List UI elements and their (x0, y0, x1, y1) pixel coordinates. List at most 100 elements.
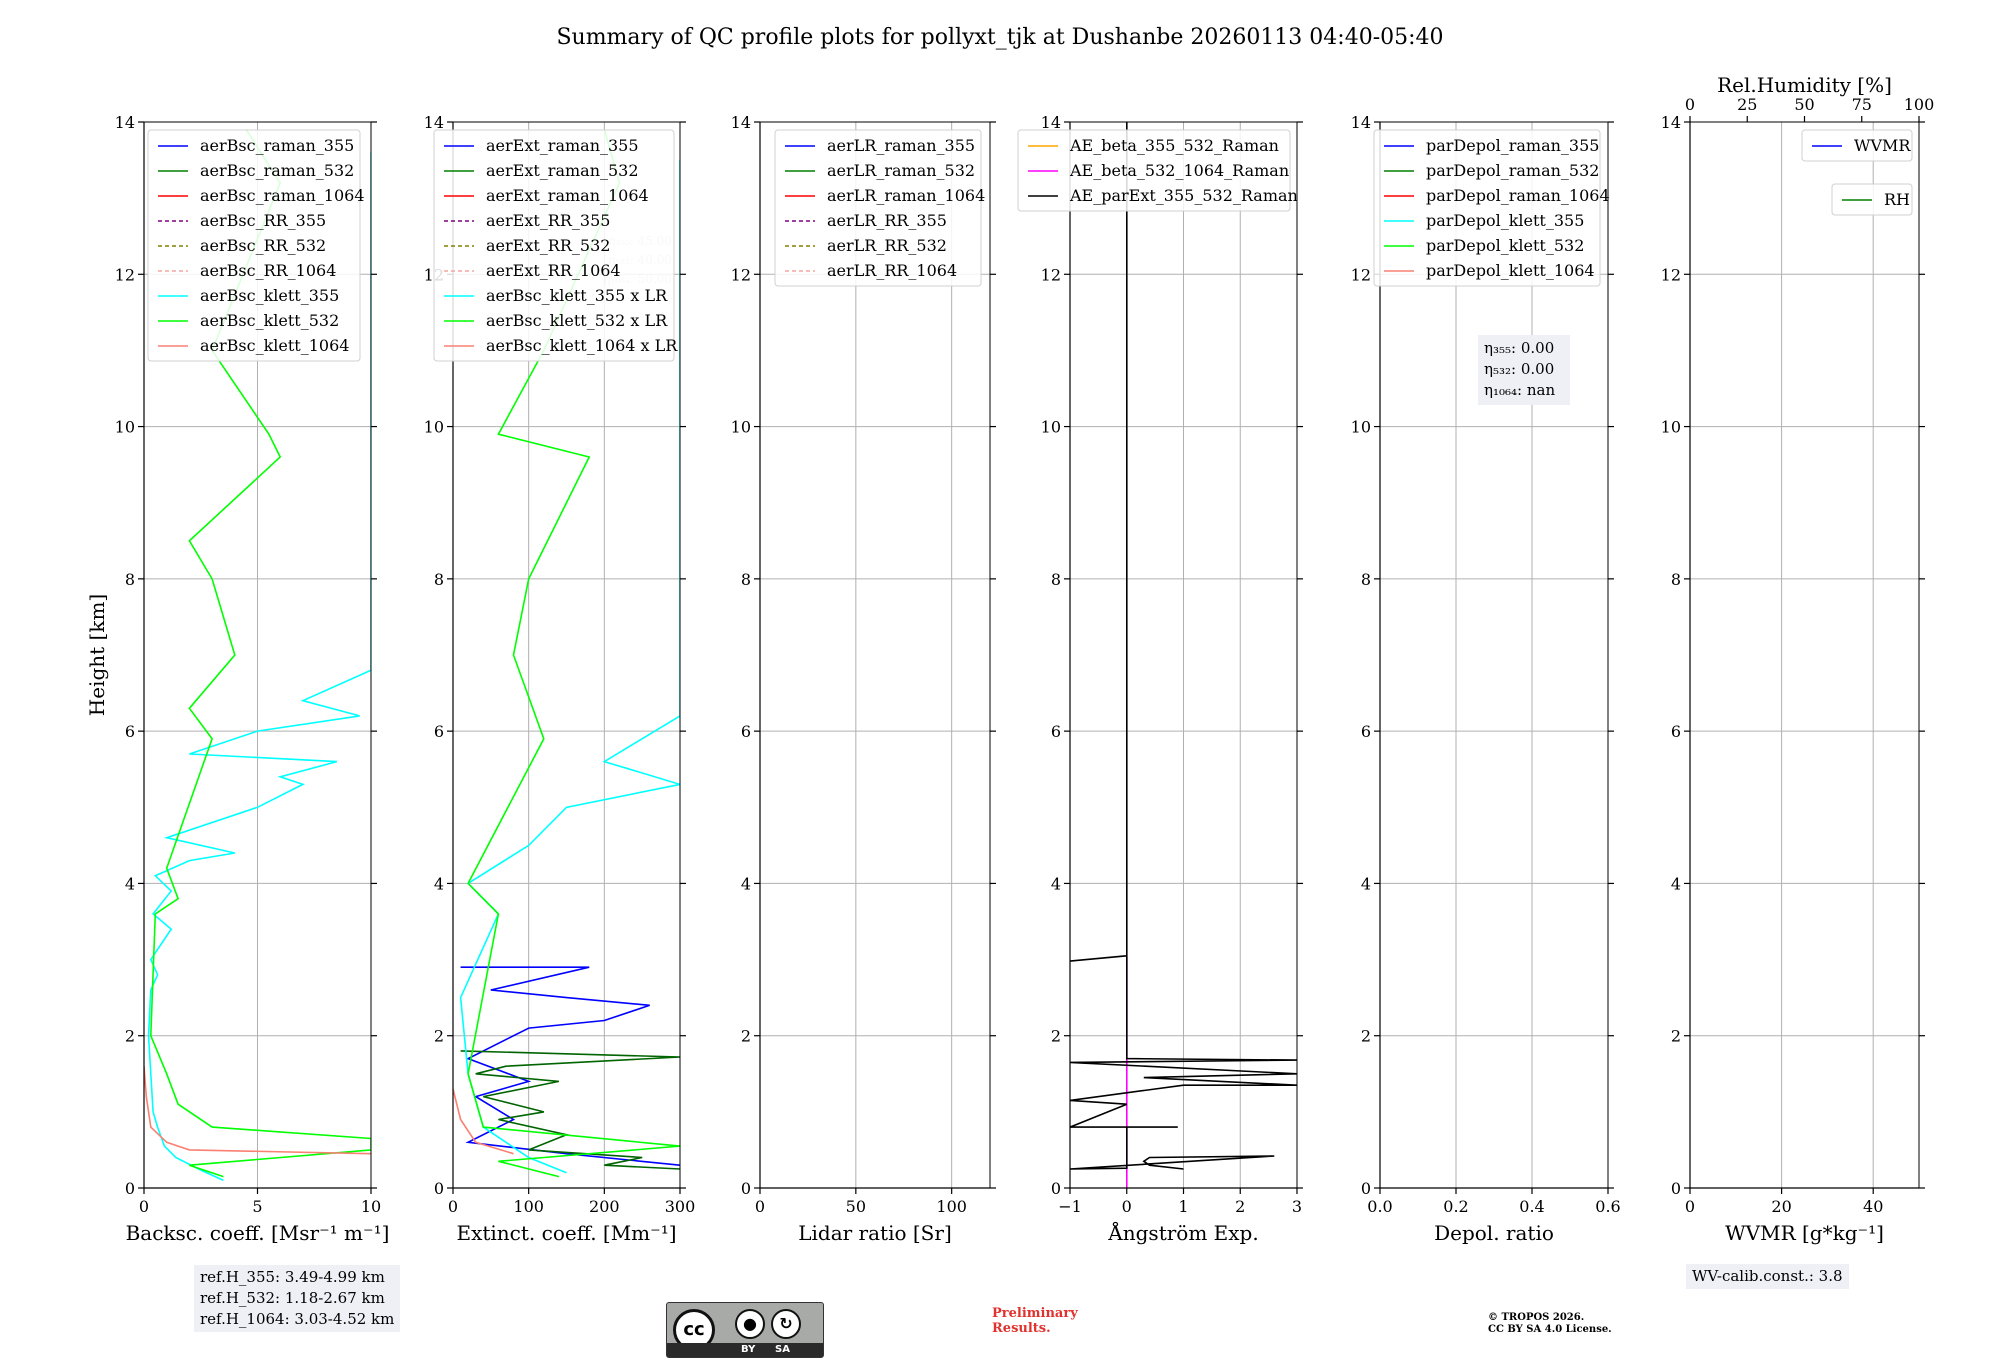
legend-label: aerLR_raman_355 (827, 136, 975, 155)
x-tick-label: 0 (1122, 1197, 1132, 1216)
x-tick-label: 300 (665, 1197, 696, 1216)
legend-label: aerBsc_klett_532 (200, 311, 339, 330)
legend-label: aerBsc_raman_1064 (200, 186, 365, 205)
legend-label: aerLR_raman_532 (827, 161, 975, 180)
x-tick-label: 0.2 (1443, 1197, 1468, 1216)
y-tick-label: 12 (1351, 265, 1371, 284)
eta-annotation: η₅₃₂: 0.00 (1484, 360, 1554, 378)
y-tick-label: 12 (1041, 265, 1061, 284)
x-tick-label: 2 (1235, 1197, 1245, 1216)
legend-depol (1373, 129, 1601, 287)
legend-label: aerLR_RR_355 (827, 211, 947, 230)
legend-label: aerExt_RR_1064 (486, 261, 621, 280)
x-tick-label: 100 (513, 1197, 544, 1216)
person-icon: ● (735, 1309, 765, 1339)
y-tick-label: 8 (125, 570, 135, 589)
series-aerBsc_klett_532 (149, 129, 371, 1178)
y-tick-label: 2 (1051, 1027, 1061, 1046)
x-tick-label: 0 (755, 1197, 765, 1216)
y-axis-label: Height [km] (85, 594, 109, 716)
x-tick-label: 100 (936, 1197, 967, 1216)
y-tick-label: 14 (1351, 113, 1371, 132)
legend-label: aerBsc_klett_532 x LR (486, 311, 668, 330)
y-tick-label: 2 (434, 1027, 444, 1046)
y-tick-label: 0 (125, 1179, 135, 1198)
y-tick-label: 4 (1361, 874, 1371, 893)
legend-label: parDepol_raman_1064 (1426, 186, 1610, 205)
x-axis-label: WVMR [g*kg⁻¹] (1725, 1221, 1884, 1245)
top-x-tick-label: 50 (1794, 95, 1814, 114)
y-tick-label: 14 (1661, 113, 1681, 132)
legend-label: aerLR_RR_532 (827, 236, 947, 255)
legend-label: parDepol_klett_1064 (1426, 261, 1595, 280)
x-tick-label: 1 (1178, 1197, 1188, 1216)
x-tick-label: 40 (1863, 1197, 1883, 1216)
legend-extinction (433, 129, 675, 362)
y-tick-label: 10 (424, 418, 444, 437)
x-tick-label: 0 (139, 1197, 149, 1216)
y-tick-label: 4 (125, 874, 135, 893)
y-tick-label: 0 (1671, 1179, 1681, 1198)
y-tick-label: 2 (1671, 1027, 1681, 1046)
y-tick-label: 10 (1351, 418, 1371, 437)
y-tick-label: 6 (434, 722, 444, 741)
cc-sa-label: SA (775, 1344, 790, 1355)
x-axis-label: Depol. ratio (1434, 1221, 1554, 1245)
y-tick-label: 4 (434, 874, 444, 893)
series-aerExt_raman_532 (460, 1050, 680, 1170)
legend-label: aerBsc_raman_355 (200, 136, 354, 155)
legend-label: AE_beta_532_1064_Raman (1069, 161, 1289, 180)
y-tick-label: 8 (434, 570, 444, 589)
y-tick-label: 10 (731, 418, 751, 437)
top-x-tick-label: 100 (1904, 95, 1935, 114)
top-x-axis-label: Rel.Humidity [%] (1717, 73, 1892, 97)
y-tick-label: 0 (1361, 1179, 1371, 1198)
x-tick-label: 0 (1685, 1197, 1695, 1216)
reference-height-box: ref.H_355: 3.49-4.99 km ref.H_532: 1.18-… (194, 1265, 401, 1332)
series-aerBsc_klett_355 (147, 152, 371, 1182)
legend-lidarratio (774, 129, 982, 287)
y-tick-label: 0 (741, 1179, 751, 1198)
eta-annotation: η₃₅₅: 0.00 (1484, 339, 1554, 357)
legend-label: aerExt_raman_532 (486, 161, 639, 180)
refh-1064: ref.H_1064: 3.03-4.52 km (200, 1310, 395, 1328)
y-tick-label: 14 (115, 113, 135, 132)
legend-label: aerBsc_klett_1064 x LR (486, 336, 678, 355)
figure-title: Summary of QC profile plots for pollyxt_… (556, 25, 1443, 50)
legend-label: AE_parExt_355_532_Raman (1069, 186, 1298, 205)
legend-label: parDepol_klett_532 (1426, 236, 1584, 255)
legend-label: aerBsc_klett_355 (200, 286, 339, 305)
y-tick-label: 0 (434, 1179, 444, 1198)
y-tick-label: 10 (1661, 418, 1681, 437)
preliminary-line2: Results. (992, 1321, 1051, 1336)
legend-label: aerBsc_RR_1064 (200, 261, 336, 280)
legend-label: aerLR_RR_1064 (827, 261, 957, 280)
y-tick-label: 2 (125, 1027, 135, 1046)
x-tick-label: 3 (1292, 1197, 1302, 1216)
eta-annotation-box (1478, 335, 1570, 405)
top-x-tick-label: 25 (1737, 95, 1757, 114)
legend-label: aerBsc_RR_532 (200, 236, 326, 255)
share-alike-icon: ↻ (771, 1309, 801, 1339)
top-x-tick-label: 0 (1685, 95, 1695, 114)
y-tick-label: 10 (1041, 418, 1061, 437)
copyright-line1: © TROPOS 2026. (1488, 1312, 1585, 1323)
y-tick-label: 12 (115, 265, 135, 284)
panel-lidarratio: 0 50 100 0 2 4 6 8 10 12 14 Lidar ratio [Sr] aerLR_r… (731, 113, 996, 1245)
legend-label: aerLR_raman_1064 (827, 186, 985, 205)
legend-label: aerExt_RR_355 (486, 211, 610, 230)
copyright-line2: CC BY SA 4.0 License. (1488, 1324, 1612, 1335)
x-tick-label: 10 (361, 1197, 381, 1216)
series-aerBsc_klett_1064 x LR (453, 1088, 514, 1155)
y-tick-label: 8 (741, 570, 751, 589)
legend-label: RH (1884, 190, 1910, 209)
legend-backscatter (147, 129, 361, 362)
y-tick-label: 12 (731, 265, 751, 284)
legend-wvmr (1801, 129, 1913, 162)
x-tick-label: 200 (589, 1197, 620, 1216)
x-tick-label: 20 (1771, 1197, 1791, 1216)
